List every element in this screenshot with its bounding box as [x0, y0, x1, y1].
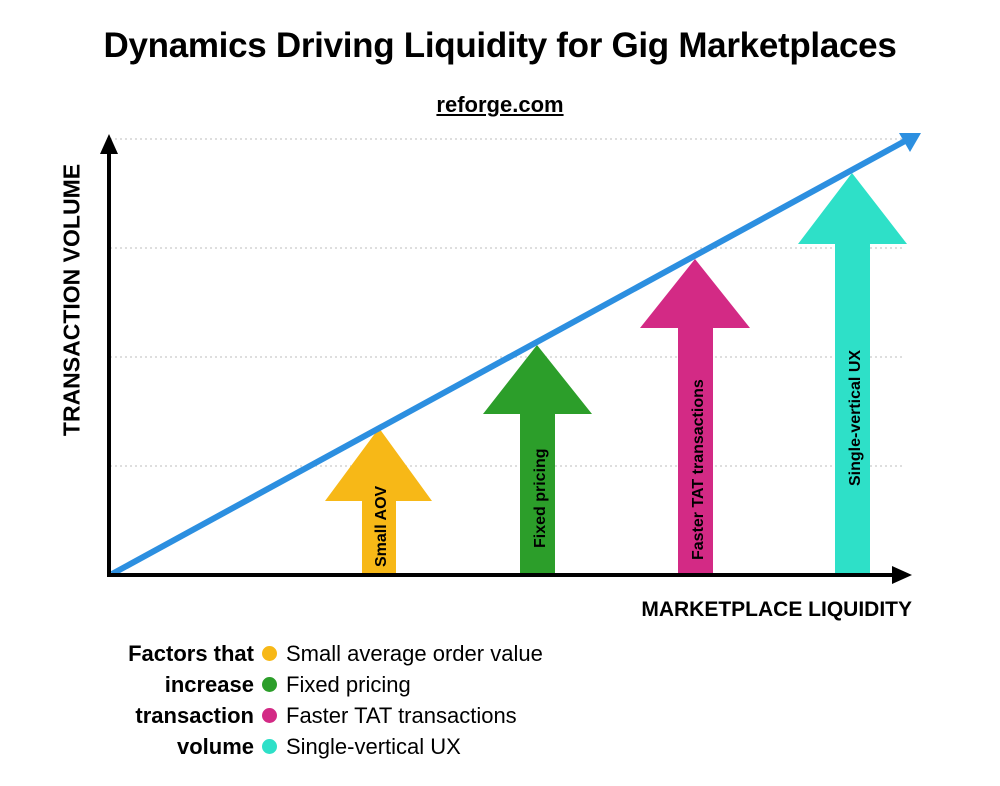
faster-tat-label: Faster TAT transactions [690, 379, 707, 560]
faster-tat-arrow [640, 259, 750, 574]
axes [100, 134, 912, 584]
legend-dot-icon [262, 708, 277, 723]
single-vertical-ux-label: Single-vertical UX [847, 350, 864, 486]
gridlines [110, 138, 905, 467]
x-axis-arrowhead [892, 566, 912, 584]
legend-prefix: transaction [135, 702, 254, 728]
y-axis-label: TRANSACTION VOLUME [58, 163, 85, 437]
legend-item-label: Small average order value [286, 640, 543, 666]
fixed-pricing-label: Fixed pricing [532, 448, 549, 548]
trend-line-arrowhead [899, 133, 921, 152]
legend-item-label: Fixed pricing [286, 671, 411, 697]
trend-line [110, 133, 921, 577]
legend-prefix: volume [176, 733, 254, 759]
x-axis-label: MARKETPLACE LIQUIDITY [641, 598, 912, 621]
legend-row: transaction Faster TAT transactions [60, 700, 543, 731]
source-link[interactable]: reforge.com [436, 92, 564, 117]
trend-line-stroke [110, 138, 907, 577]
legend-prefix: increase [164, 671, 254, 697]
legend-dot-icon [262, 646, 277, 661]
legend-item-label: Single-vertical UX [286, 733, 461, 759]
factor-arrow: Faster TAT transactions [640, 259, 750, 574]
factor-arrow: Fixed pricing [483, 345, 592, 574]
factor-arrow: Single-vertical UX [798, 173, 907, 574]
legend-prefix: Factors that [128, 640, 254, 666]
fixed-pricing-arrow [483, 345, 592, 574]
legend-dot-icon [262, 677, 277, 692]
small-aov-arrow [325, 428, 432, 574]
legend-row: volume Single-vertical UX [60, 731, 543, 762]
single-vertical-ux-arrow [798, 173, 907, 574]
legend-dot-icon [262, 739, 277, 754]
legend: Factors that Small average order value i… [60, 638, 543, 762]
page-title: Dynamics Driving Liquidity for Gig Marke… [103, 26, 897, 65]
factor-arrow: Small AOV [325, 428, 432, 574]
legend-row: Factors that Small average order value [60, 638, 543, 669]
legend-row: increase Fixed pricing [60, 669, 543, 700]
legend-item-label: Faster TAT transactions [286, 702, 517, 728]
y-axis-arrowhead [100, 134, 118, 154]
small-aov-label: Small AOV [373, 485, 390, 567]
